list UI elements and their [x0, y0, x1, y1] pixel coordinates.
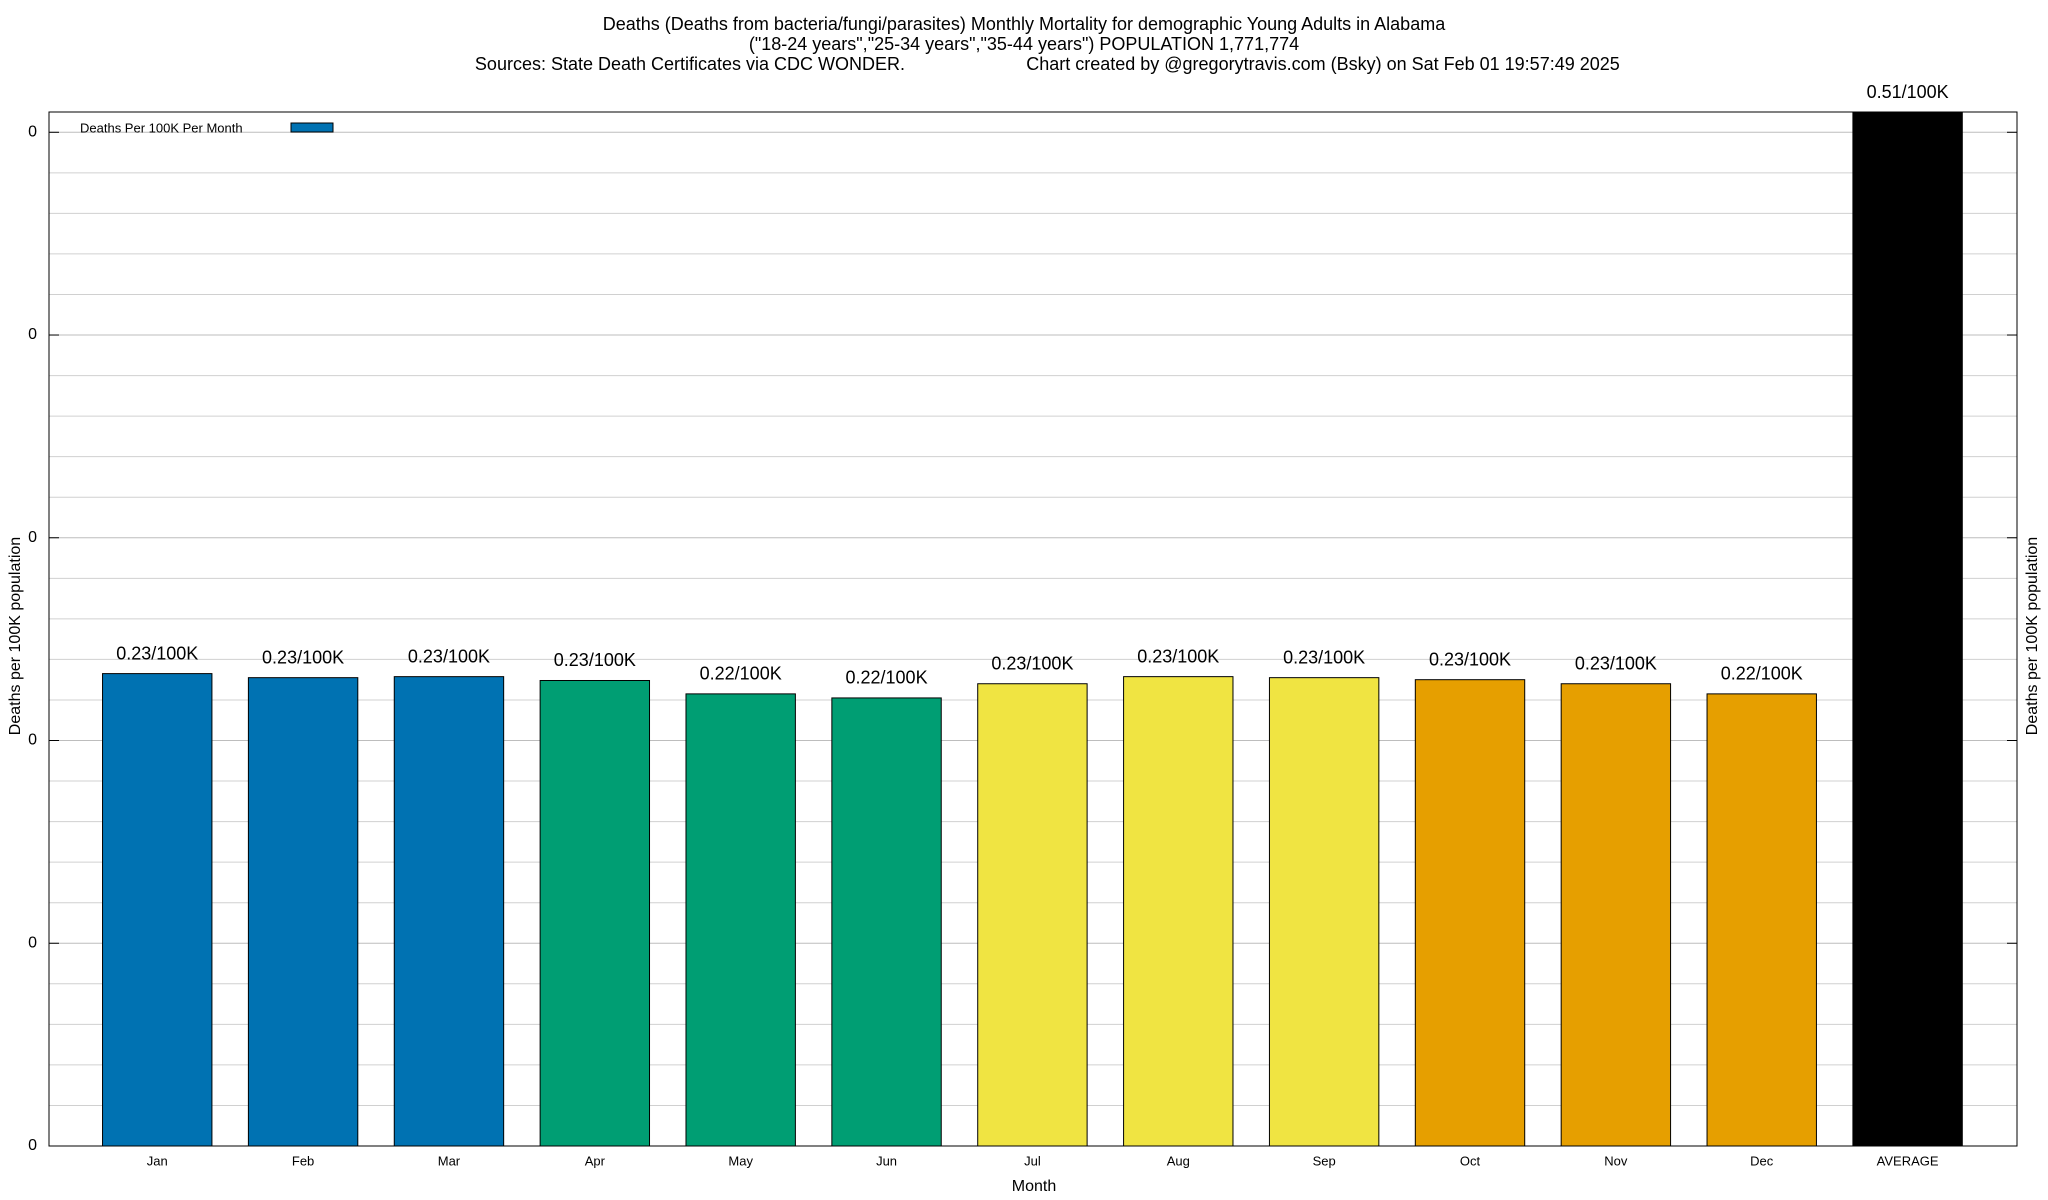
x-tick-label: AVERAGE — [1877, 1153, 1939, 1168]
value-label: 0.23/100K — [554, 650, 636, 670]
value-label: 0.23/100K — [1283, 647, 1365, 667]
y-tick-label: 0 — [28, 529, 37, 546]
bar — [393, 676, 505, 1147]
x-tick-label: Jul — [1024, 1153, 1041, 1168]
chart-credit: Chart created by @gregorytravis.com (Bsk… — [1026, 54, 1620, 74]
x-tick-label: Nov — [1604, 1153, 1628, 1168]
chart-title: Deaths (Deaths from bacteria/fungi/paras… — [603, 14, 1446, 34]
value-label: 0.23/100K — [991, 653, 1073, 673]
bar — [1268, 677, 1380, 1147]
y2-axis-label: Deaths per 100K population — [2024, 537, 2041, 735]
bar — [102, 673, 213, 1147]
bar — [1560, 683, 1672, 1147]
x-tick-label: May — [728, 1153, 753, 1168]
x-tick-label: Aug — [1167, 1153, 1190, 1168]
x-axis-label: Month — [1012, 1178, 1056, 1195]
y-axis-label: Deaths per 100K population — [7, 537, 24, 735]
value-label: 0.23/100K — [262, 647, 344, 667]
value-label: 0.22/100K — [700, 664, 782, 684]
chart-source: Sources: State Death Certificates via CD… — [475, 54, 905, 74]
bar — [1706, 693, 1817, 1147]
bar — [685, 693, 796, 1147]
chart-subtitle: ("18-24 years","25-34 years","35-44 year… — [749, 34, 1299, 54]
legend-label: Deaths Per 100K Per Month — [80, 120, 243, 135]
x-tick-label: Oct — [1460, 1153, 1481, 1168]
x-tick-label: Jun — [876, 1153, 897, 1168]
x-tick-label: Dec — [1750, 1153, 1774, 1168]
y-tick-label: 0 — [28, 123, 37, 140]
x-tick-label: Apr — [585, 1153, 606, 1168]
x-tick-label: Sep — [1313, 1153, 1336, 1168]
bar — [977, 683, 1088, 1147]
value-label: 0.51/100K — [1867, 82, 1949, 102]
y-tick-label: 0 — [28, 1137, 37, 1154]
x-tick-label: Feb — [292, 1153, 314, 1168]
y-tick-label: 0 — [28, 732, 37, 749]
bar — [831, 697, 942, 1147]
value-label: 0.23/100K — [408, 646, 490, 666]
value-label: 0.23/100K — [1429, 649, 1511, 669]
value-label: 0.22/100K — [846, 668, 928, 688]
bar — [1414, 679, 1526, 1147]
value-label: 0.22/100K — [1721, 664, 1803, 684]
y-tick-label: 0 — [28, 934, 37, 951]
value-label: 0.23/100K — [1137, 646, 1219, 666]
x-tick-label: Jan — [147, 1153, 168, 1168]
plot-frame — [48, 111, 2018, 1147]
bar — [539, 679, 651, 1147]
y-tick-label: 0 — [28, 326, 37, 343]
value-label: 0.23/100K — [116, 643, 198, 663]
value-label: 0.23/100K — [1575, 653, 1657, 673]
bar — [1123, 676, 1234, 1147]
bar — [1852, 111, 1963, 1147]
x-tick-label: Mar — [438, 1153, 461, 1168]
legend-swatch — [290, 122, 334, 133]
bar — [247, 677, 359, 1147]
